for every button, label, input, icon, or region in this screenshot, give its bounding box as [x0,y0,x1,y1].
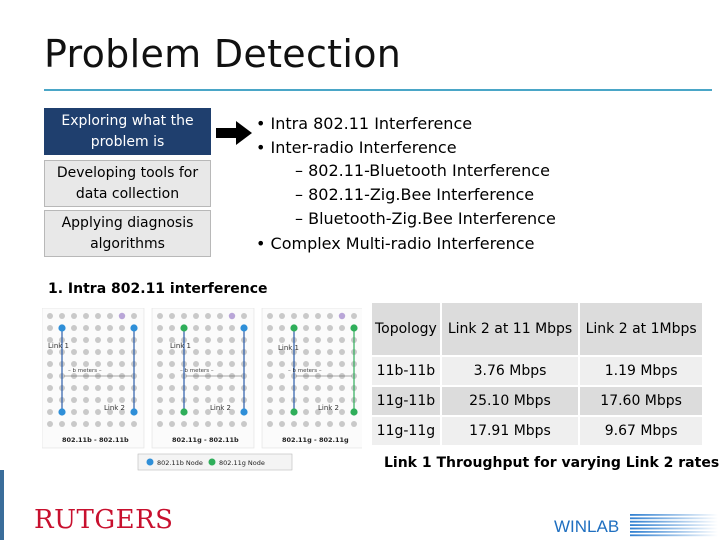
link2-label: Link 2 [210,404,231,412]
table-row: 11g-11b 25.10 Mbps 17.60 Mbps [372,385,702,416]
cell-11mbps: 3.76 Mbps [439,355,580,386]
cell-11mbps: 25.10 Mbps [439,385,580,416]
bullet-complex-multiradio: • Complex Multi-radio Interference [256,234,535,253]
step-box-tools: Developing tools for data collection [44,160,211,207]
topology-panel-11g-11g: Link 1 Link 2 – b meters – 802.11g - 802… [278,344,349,444]
distance-label: – b meters – [180,368,214,374]
link2-label: Link 2 [318,404,339,412]
header-link2-1mbps: Link 2 at 1Mbps [578,303,702,356]
g-node-legend-icon [208,458,216,466]
header-topology: Topology [372,303,441,356]
section-heading: 1. Intra 802.11 interference [48,281,268,297]
step-box-exploring: Exploring what the problem is [44,108,211,155]
subbullet-bluetooth-zigbee: – Bluetooth-Zig.Bee Interference [295,209,556,228]
throughput-table: Topology Link 2 at 11 Mbps Link 2 at 1Mb… [372,303,702,445]
topology-panel-11b-11b: Link 1 Link 2 – b meters – 802.11b - 802… [48,342,129,444]
table-caption: Link 1 Throughput for varying Link 2 rat… [384,455,720,471]
link1-label: Link 1 [48,342,69,350]
b-node-legend-icon [146,458,154,466]
table-row: 11b-11b 3.76 Mbps 1.19 Mbps [372,355,702,386]
cell-1mbps: 9.67 Mbps [578,415,702,445]
panel-label: 802.11b - 802.11b [62,436,129,444]
bullet-intra-80211: • Intra 802.11 Interference [256,114,473,133]
subbullet-wifi-zigbee: – 802.11-Zig.Bee Interference [295,185,535,204]
table-row: 11g-11g 17.91 Mbps 9.67 Mbps [372,415,702,445]
legend-g-node: 802.11g Node [219,459,265,467]
cell-1mbps: 17.60 Mbps [578,385,702,416]
bullet-inter-radio: • Inter-radio Interference [256,138,457,157]
cell-11mbps: 17.91 Mbps [439,415,580,445]
legend-b-node: 802.11b Node [157,459,203,467]
link1-label: Link 1 [170,342,191,350]
left-accent-bar [0,470,4,540]
panel-label: 802.11g - 802.11b [172,436,239,444]
table-header-row: Topology Link 2 at 11 Mbps Link 2 at 1Mb… [372,303,702,356]
link2-label: Link 2 [104,404,125,412]
winlab-logo: WINLAB [554,514,718,537]
slide-title: Problem Detection [44,32,402,76]
panel-label: 802.11g - 802.11g [282,436,349,444]
title-underline [44,89,712,91]
link1-label: Link 1 [278,344,299,352]
cell-1mbps: 1.19 Mbps [578,355,702,386]
node-legend: 802.11b Node 802.11g Node [137,453,293,471]
topology-panel-11g-11b: Link 1 Link 2 – b meters – 802.11g - 802… [170,342,239,444]
right-arrow-icon [216,121,252,145]
header-link2-11mbps: Link 2 at 11 Mbps [439,303,580,356]
cell-topology: 11g-11b [372,385,441,416]
rutgers-logo: RUTGERS [34,505,174,535]
distance-label: – b meters – [68,368,102,374]
subbullet-wifi-bluetooth: – 802.11-Bluetooth Interference [295,161,550,180]
step-box-diagnosis: Applying diagnosis algorithms [44,210,211,257]
distance-label: – b meters – [288,368,322,374]
winlab-wordmark: WINLAB [554,517,619,536]
cell-topology: 11b-11b [372,355,441,386]
cell-topology: 11g-11g [372,415,441,445]
topology-figure: Link 1 Link 2 – b meters – 802.11b - 802… [42,308,362,471]
